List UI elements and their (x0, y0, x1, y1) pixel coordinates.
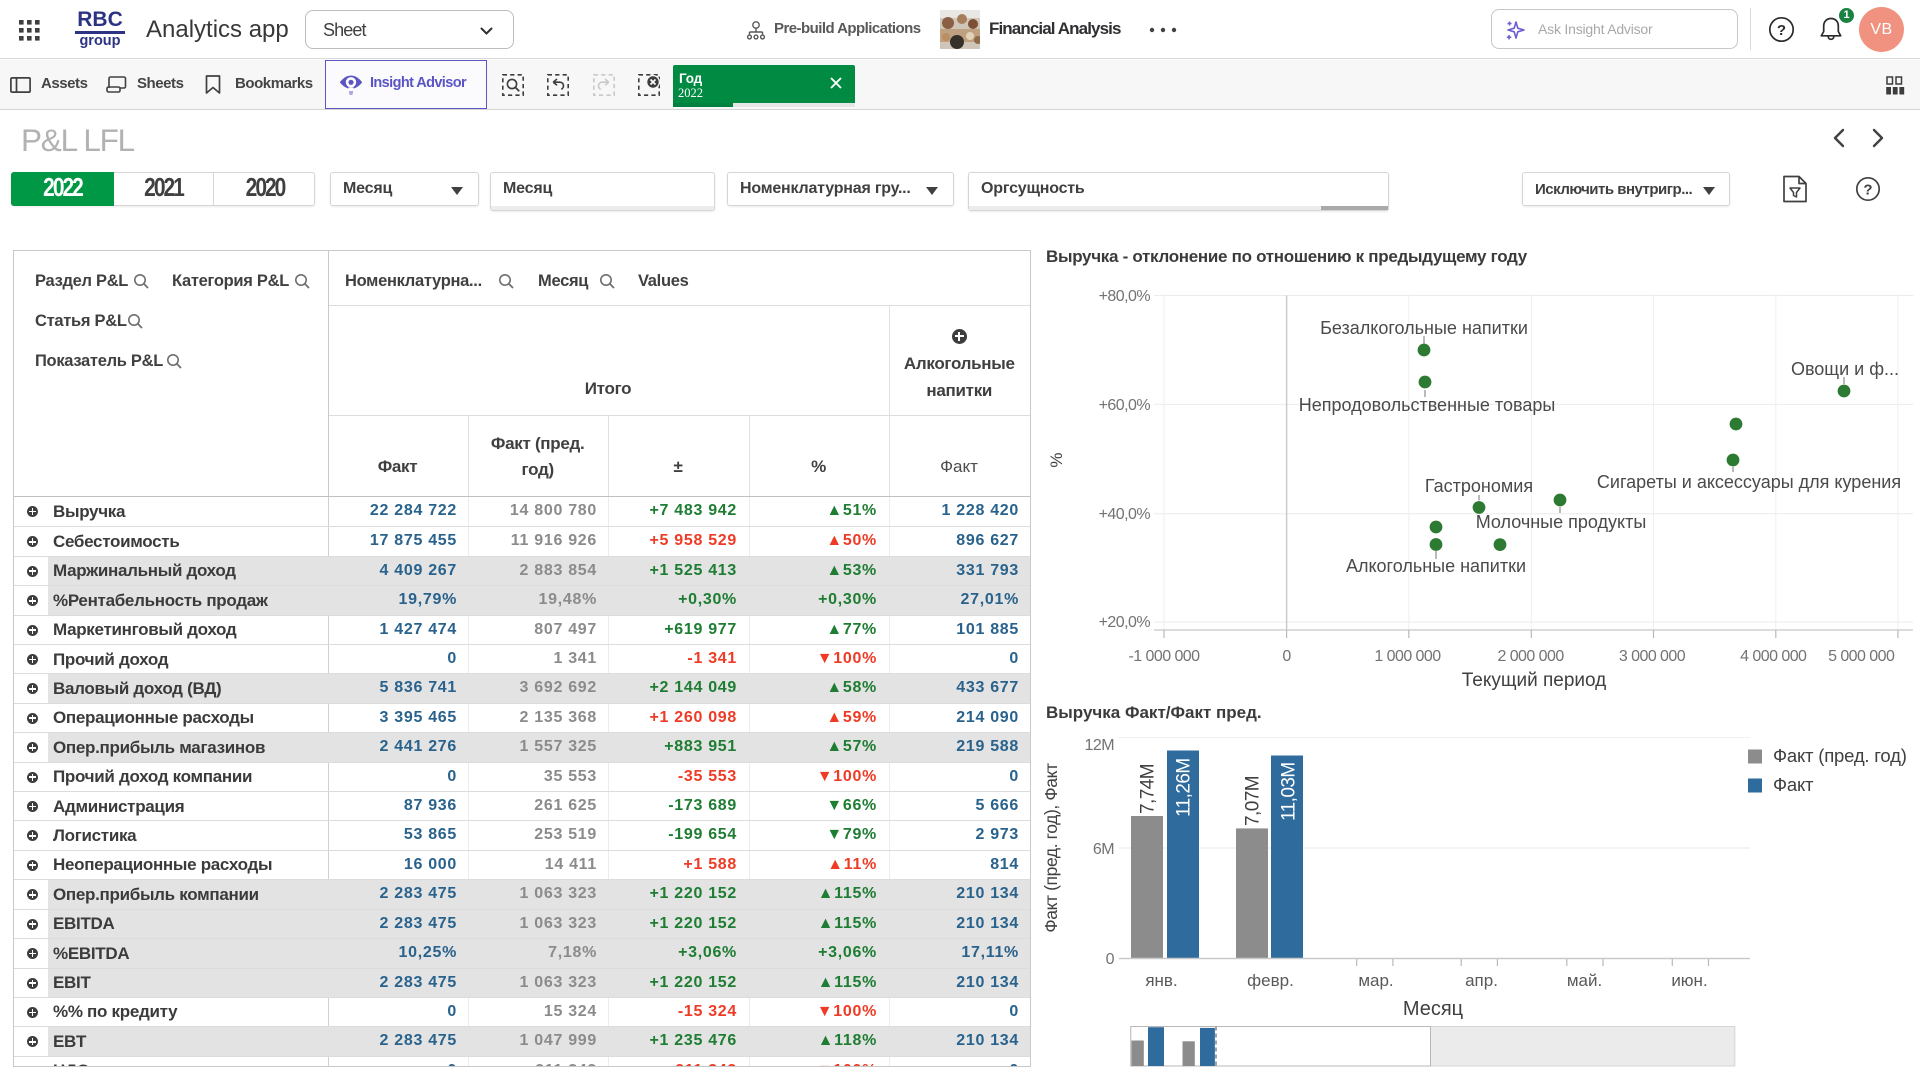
svg-text:Факт: Факт (1773, 774, 1814, 795)
svg-text:0: 0 (1106, 951, 1115, 968)
svg-text:?: ? (1777, 22, 1786, 39)
svg-text:Факт (пред. год), Факт: Факт (пред. год), Факт (1041, 763, 1061, 933)
svg-text:февр.: февр. (1247, 971, 1294, 990)
svg-text:12M: 12M (1085, 737, 1115, 754)
svg-text:+20,0%: +20,0% (1099, 614, 1151, 631)
svg-text:Сигареты и аксессуары для куре: Сигареты и аксессуары для курения (1597, 472, 1901, 492)
svg-text:май.: май. (1567, 971, 1602, 990)
svg-text:-1 000 000: -1 000 000 (1128, 648, 1200, 665)
svg-text:Овощи и ф...: Овощи и ф... (1791, 359, 1899, 379)
svg-text:0: 0 (1282, 648, 1291, 665)
svg-text:Молочные продукты: Молочные продукты (1476, 512, 1647, 532)
svg-text:Текущий период: Текущий период (1462, 670, 1607, 690)
svg-text:+80,0%: +80,0% (1099, 288, 1151, 305)
svg-text:2 000 000: 2 000 000 (1497, 648, 1564, 665)
svg-text:Выручка - отклонение по отноше: Выручка - отклонение по отношению к пред… (1046, 247, 1528, 266)
svg-text:%: % (1047, 452, 1066, 467)
svg-text:мар.: мар. (1358, 971, 1393, 990)
svg-text:Месяц: Месяц (1403, 998, 1463, 1020)
svg-text:Факт (пред. год): Факт (пред. год) (1773, 745, 1907, 766)
svg-text:+60,0%: +60,0% (1099, 397, 1151, 414)
svg-text:6M: 6M (1093, 841, 1114, 858)
svg-text:апр.: апр. (1465, 971, 1498, 990)
svg-text:Безалкогольные напитки: Безалкогольные напитки (1320, 318, 1528, 338)
svg-text:5 000 000: 5 000 000 (1828, 648, 1895, 665)
svg-text:Алкогольные напитки: Алкогольные напитки (1346, 556, 1526, 576)
svg-text:3 000 000: 3 000 000 (1619, 648, 1686, 665)
svg-text:11,26M: 11,26M (1174, 758, 1195, 817)
svg-text:7,74M: 7,74M (1138, 764, 1159, 814)
svg-text:1 000 000: 1 000 000 (1374, 648, 1441, 665)
svg-text:7,07M: 7,07M (1243, 776, 1264, 826)
svg-text:4 000 000: 4 000 000 (1740, 648, 1807, 665)
svg-text:Непродовольственные товары: Непродовольственные товары (1299, 395, 1556, 415)
svg-text:Гастрономия: Гастрономия (1425, 476, 1533, 496)
svg-text:?: ? (1863, 182, 1872, 199)
svg-text:11,03M: 11,03M (1279, 762, 1300, 821)
svg-text:+40,0%: +40,0% (1099, 506, 1151, 523)
svg-text:июн.: июн. (1671, 971, 1707, 990)
svg-text:Выручка Факт/Факт пред.: Выручка Факт/Факт пред. (1046, 703, 1262, 722)
svg-text:янв.: янв. (1145, 971, 1177, 990)
